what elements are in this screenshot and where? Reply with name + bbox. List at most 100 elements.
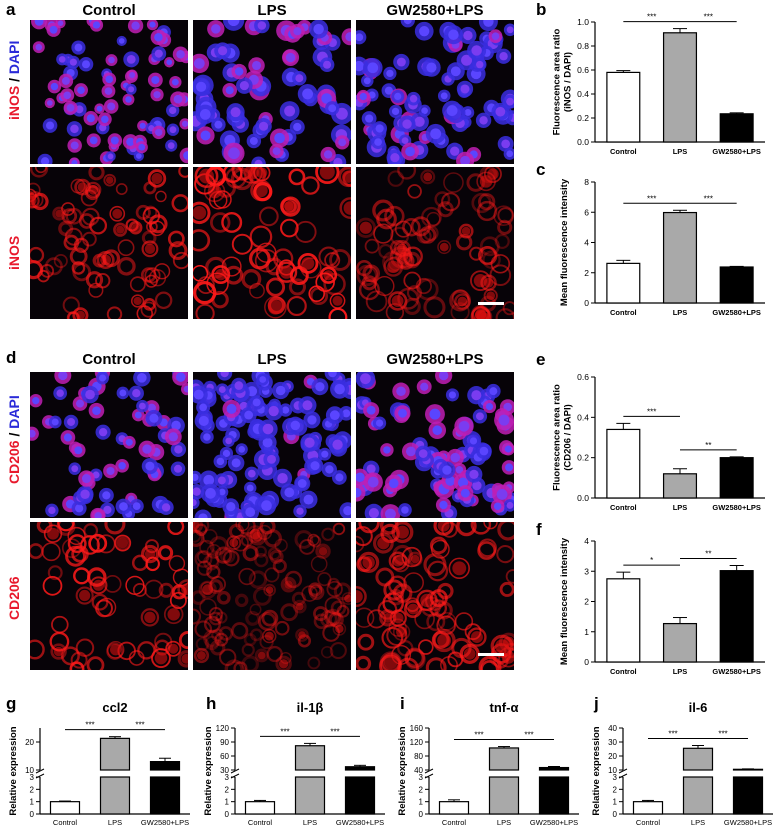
- y-axis-label-line: Mean fluorescence intensity: [559, 178, 570, 306]
- bar-f-2: [719, 570, 754, 663]
- x-tick-label-e: Control: [610, 503, 637, 512]
- bar-j-0: [632, 801, 664, 815]
- y-axis-label-line: Relative expression: [203, 726, 214, 815]
- x-tick-label-i: Control: [442, 818, 467, 827]
- cell-field: [356, 167, 514, 319]
- y-tick-label-e: 0.4: [577, 412, 589, 422]
- micrograph-inos-dapi-lps: [193, 20, 351, 164]
- bar-f-0: [606, 578, 641, 663]
- y-axis-label-b: Fluorescence area ratio(iNOS / DAPI): [552, 28, 574, 135]
- bar-e-1: [662, 473, 698, 499]
- x-tick-label-j: GW2580+LPS: [724, 818, 772, 827]
- panel-letter-b: b: [536, 0, 547, 19]
- y-tick-label-e: 0.2: [577, 453, 589, 463]
- y-tick-label-h: 30: [220, 766, 229, 775]
- x-tick-label-g: LPS: [108, 818, 122, 827]
- y-tick-label-h: 1: [225, 798, 230, 807]
- bar-h-0: [244, 801, 276, 815]
- x-tick-label-e: GW2580+LPS: [712, 503, 761, 512]
- y-tick-label-g: 2: [30, 785, 35, 794]
- x-tick-label-b: LPS: [673, 147, 688, 156]
- y-tick-label-f: 4: [584, 536, 589, 546]
- axis-break-h: [230, 768, 240, 774]
- y-axis-label-i: Relative expression: [397, 726, 408, 815]
- y-tick-label-f: 3: [584, 566, 589, 576]
- y-tick-label-b: 0.0: [577, 137, 589, 147]
- x-tick-label-i: GW2580+LPS: [530, 818, 578, 827]
- significance-label-h: ***: [280, 727, 289, 736]
- significance-label-f: *: [650, 556, 653, 565]
- y-tick-label-b: 0.4: [577, 89, 589, 99]
- cell-field: [193, 522, 351, 670]
- bar-upper-h-2: [344, 766, 376, 771]
- y-tick-label-c: 6: [584, 207, 589, 217]
- y-tick-label-g: 1: [30, 798, 35, 807]
- micrograph-inos-dapi-gw2580: [356, 20, 514, 164]
- y-tick-label-i: 2: [419, 785, 424, 794]
- chart-title-g: ccl2: [102, 700, 127, 715]
- bar-j-2: [732, 776, 764, 815]
- y-tick-label-h: 0: [225, 810, 230, 819]
- micrograph-cd206-lps: [193, 522, 351, 670]
- bar-upper-h-1: [294, 745, 326, 771]
- y-tick-label-h: 3: [225, 773, 230, 782]
- y-axis-label-line: Relative expression: [591, 726, 602, 815]
- bar-e-2: [719, 457, 754, 499]
- panel-letter-j: j: [594, 694, 599, 713]
- y-axis-label-line: Mean fluorescence intensity: [559, 537, 570, 665]
- significance-label-f: **: [705, 550, 711, 559]
- x-tick-label-c: LPS: [673, 308, 688, 317]
- significance-label-i: ***: [474, 731, 483, 740]
- y-tick-label-c: 2: [584, 268, 589, 278]
- bar-e-0: [606, 428, 641, 499]
- significance-label-j: ***: [718, 730, 727, 739]
- y-axis-label-e: Fluorescence area ratio(CD206 / DAPI): [552, 384, 574, 491]
- significance-label-c: ***: [647, 194, 656, 203]
- x-tick-label-j: LPS: [691, 818, 705, 827]
- micrograph-cd206-dapi-control: [30, 372, 188, 518]
- micrograph-inos-control: [30, 167, 188, 319]
- y-tick-label-j: 0: [613, 810, 618, 819]
- y-axis-label-c: Mean fluorescence intensity: [559, 178, 570, 306]
- bar-i-1: [488, 776, 520, 815]
- column-header-lps-d: LPS: [257, 351, 287, 368]
- cell-field: [193, 167, 351, 319]
- y-axis-label-j: Relative expression: [591, 726, 602, 815]
- y-tick-label-e: 0.0: [577, 493, 589, 503]
- y-axis-label-line: Relative expression: [8, 726, 19, 815]
- significance-label-j: ***: [668, 730, 677, 739]
- cell-field: [30, 522, 188, 670]
- bar-f-1: [662, 622, 698, 663]
- bar-i-2: [538, 776, 570, 815]
- cell-field: [193, 20, 351, 164]
- column-header-control-a: Control: [82, 2, 136, 19]
- y-tick-label-j: 3: [613, 773, 618, 782]
- significance-label-g: ***: [135, 721, 144, 730]
- bar-upper-i-1: [488, 747, 520, 771]
- y-axis-label-line: (iNOS / DAPI): [563, 52, 574, 112]
- bar-b-2: [719, 113, 754, 143]
- scale-bar: [478, 653, 504, 656]
- significance-label-i: ***: [524, 731, 533, 740]
- y-axis-label-f: Mean fluorescence intensity: [559, 537, 570, 665]
- y-tick-label-c: 8: [584, 177, 589, 187]
- panel-letter-h: h: [206, 694, 217, 713]
- y-tick-label-g: 20: [25, 738, 34, 747]
- y-tick-label-i: 80: [414, 752, 423, 761]
- y-axis-label-line: Relative expression: [397, 726, 408, 815]
- significance-label-b: ***: [704, 13, 713, 22]
- bar-c-2: [719, 266, 754, 304]
- bar-h-2: [344, 776, 376, 815]
- significance-label-b: ***: [647, 13, 656, 22]
- panel-letter-c: c: [536, 160, 546, 179]
- y-tick-label-c: 0: [584, 298, 589, 308]
- bar-i-0: [438, 801, 470, 815]
- significance-label-g: ***: [85, 721, 94, 730]
- chart-title-h: il-1β: [297, 700, 324, 715]
- scale-bar: [478, 302, 504, 305]
- y-tick-label-j: 10: [608, 766, 617, 775]
- micrograph-inos-dapi-control: [30, 20, 188, 164]
- y-tick-label-f: 2: [584, 597, 589, 607]
- y-tick-label-i: 40: [414, 766, 423, 775]
